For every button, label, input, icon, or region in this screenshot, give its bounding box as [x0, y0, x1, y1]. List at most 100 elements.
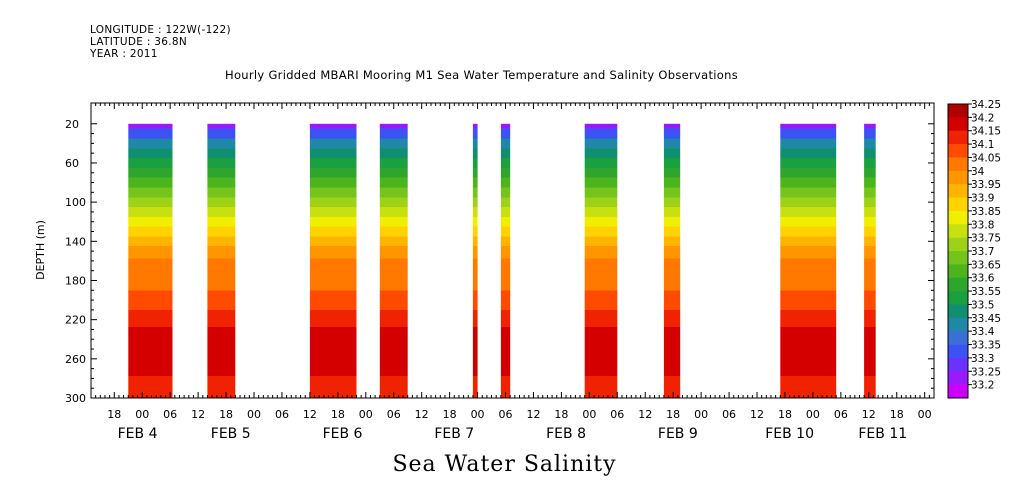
legend-swatch	[948, 224, 968, 238]
x-day-label: FEB 9	[658, 426, 698, 442]
x-tick-label: 00	[471, 408, 485, 421]
x-tick-label: 00	[918, 408, 932, 421]
x-day-label: FEB 7	[434, 426, 474, 442]
legend-label: 33.35	[971, 340, 1001, 352]
legend-label: 33.85	[971, 206, 1001, 218]
data-segment-5	[472, 123, 478, 399]
legend-label: 33.7	[971, 246, 994, 258]
x-day-label: FEB 8	[546, 426, 586, 442]
legend-swatch	[948, 251, 968, 265]
legend-label: 33.55	[971, 286, 1001, 298]
x-tick-label: 00	[694, 408, 708, 421]
footer-title: Sea Water Salinity	[392, 452, 617, 477]
legend-swatch	[948, 384, 968, 399]
x-tick-label: 12	[750, 408, 764, 421]
legend-swatch	[948, 277, 968, 292]
legend-swatch	[948, 264, 968, 279]
legend-label: 33.2	[971, 380, 994, 392]
legend-label: 33.8	[971, 219, 994, 231]
y-axis: 20 60 100 140 180 220 260 300	[65, 118, 934, 405]
x-tick-label: 06	[722, 408, 736, 421]
x-tick-label: 06	[387, 408, 401, 421]
legend-label: 33.75	[971, 233, 1001, 245]
data-segment-6	[500, 123, 511, 399]
legend-swatch	[948, 331, 968, 345]
x-tick-label: 00	[582, 408, 596, 421]
x-day-label: FEB 10	[765, 426, 814, 442]
x-tick-label: 06	[610, 408, 624, 421]
legend-label: 34.15	[971, 126, 1001, 138]
data-segment-3	[309, 123, 357, 399]
x-tick-label: 18	[778, 408, 792, 421]
x-tick-label: 18	[107, 408, 121, 421]
legend-label: 34.05	[971, 152, 1001, 164]
legend-swatch	[948, 291, 968, 305]
legend-swatch	[948, 210, 968, 225]
plot-frame	[90, 102, 935, 399]
x-tick-label: 06	[275, 408, 289, 421]
y-tick-label: 260	[65, 353, 86, 366]
y-tick-label: 60	[65, 157, 79, 170]
y-tick-label: 180	[65, 274, 86, 287]
x-tick-label: 12	[191, 408, 205, 421]
data-segment-7	[584, 123, 618, 399]
x-tick-label: 12	[638, 408, 652, 421]
legend-swatch	[948, 237, 968, 252]
legend-swatch	[948, 170, 968, 185]
legend-label: 33.5	[971, 299, 994, 311]
x-axis: 18 00 06 12 18 00 06 12 18 00 06 12 18 00 06 12 18 00 06 12…	[90, 103, 935, 442]
data-segment-2	[207, 123, 236, 399]
legend-label: 34.1	[971, 139, 994, 151]
x-tick-label: 18	[666, 408, 680, 421]
legend-label: 33.4	[971, 326, 995, 338]
legend-swatch	[948, 304, 968, 319]
x-tick-label: 18	[443, 408, 457, 421]
x-tick-label: 12	[303, 408, 317, 421]
legend-swatch	[948, 117, 968, 132]
x-day-label: FEB 6	[323, 426, 363, 442]
legend-label: 33.9	[971, 193, 994, 205]
x-tick-label: 06	[163, 408, 177, 421]
legend-swatch	[948, 144, 968, 158]
observation-segments	[128, 123, 876, 399]
y-tick-label: 140	[65, 235, 86, 248]
chart-title: Hourly Gridded MBARI Mooring M1 Sea Wate…	[225, 68, 739, 82]
legend-swatch	[948, 357, 968, 372]
x-tick-label: 06	[834, 408, 848, 421]
x-day-label: FEB 4	[118, 426, 158, 442]
y-tick-label: 20	[65, 118, 79, 131]
data-segment-8	[663, 123, 681, 399]
x-tick-label: 00	[247, 408, 261, 421]
x-day-label: FEB 11	[858, 426, 907, 442]
y-axis-label: DEPTH (m)	[34, 220, 47, 280]
legend-swatch	[948, 197, 968, 212]
y-tick-label: 220	[65, 314, 86, 327]
year-label: YEAR : 2011	[90, 48, 158, 60]
x-tick-label: 18	[219, 408, 233, 421]
legend-label: 34.25	[971, 99, 1001, 111]
legend-swatch	[948, 371, 968, 385]
data-segment-10	[864, 123, 876, 399]
data-segment-4	[379, 123, 408, 399]
legend-label: 33.25	[971, 366, 1001, 378]
legend-label: 33.65	[971, 259, 1001, 271]
legend-swatch	[948, 317, 968, 332]
legend-swatch	[948, 184, 968, 198]
x-tick-label: 18	[554, 408, 568, 421]
x-tick-label: 06	[499, 408, 513, 421]
longitude-label: LONGITUDE : 122W(-122)	[90, 24, 231, 36]
x-tick-label: 18	[890, 408, 904, 421]
legend-label: 33.45	[971, 313, 1001, 325]
latitude-label: LATITUDE : 36.8N	[90, 36, 188, 48]
legend-swatch	[948, 157, 968, 172]
legend-label: 34	[971, 166, 985, 178]
x-day-label: FEB 5	[211, 426, 251, 442]
y-tick-label: 300	[65, 392, 86, 405]
y-tick-label: 100	[65, 196, 86, 209]
legend-label: 34.2	[971, 112, 994, 124]
legend-swatch	[948, 130, 968, 145]
legend-label: 33.3	[971, 353, 994, 365]
x-tick-label: 18	[331, 408, 345, 421]
